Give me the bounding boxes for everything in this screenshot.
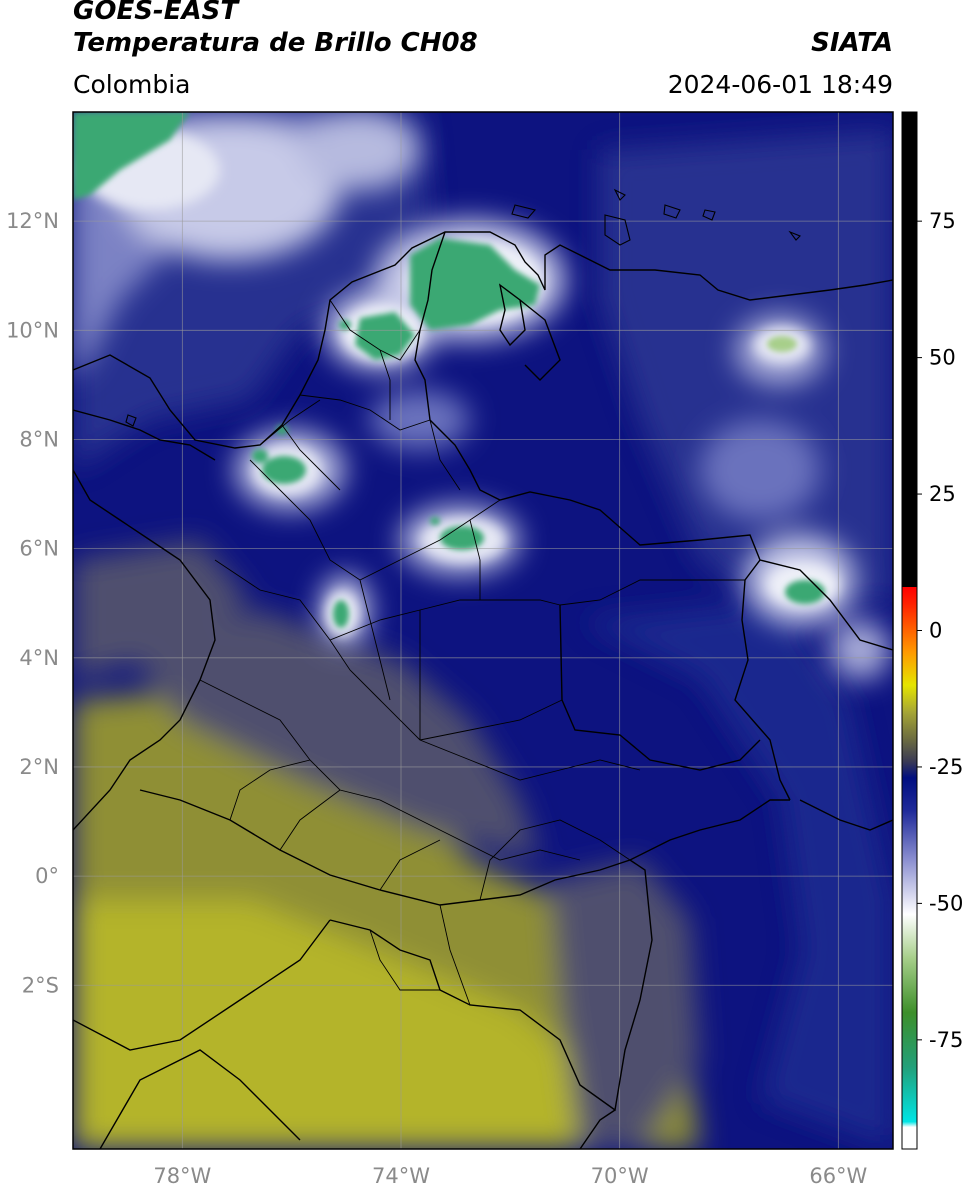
colorbar-tick-label: 25 xyxy=(929,482,956,506)
region-label: Colombia xyxy=(73,70,191,99)
graticule xyxy=(73,112,893,1149)
imagery-layer xyxy=(73,112,893,1149)
lat-tick-label: 8°N xyxy=(19,427,59,451)
colorbar-tick-label: 50 xyxy=(929,346,956,370)
country-borders xyxy=(73,231,893,1149)
map-frame xyxy=(72,111,894,1150)
lon-tick-label: 66°W xyxy=(809,1164,867,1188)
timestamp-label: 2024-06-01 18:49 xyxy=(667,70,893,99)
colorbar: 75 50 25 0 -25 -50 -75 xyxy=(901,111,963,1150)
colorbar-tick-label: -25 xyxy=(929,755,963,779)
lon-tick-label: 70°W xyxy=(591,1164,649,1188)
lat-tick-label: 0° xyxy=(35,864,59,888)
lat-tick-label: 12°N xyxy=(6,209,59,233)
lat-tick-label: 10°N xyxy=(6,318,59,342)
colorbar-tick-label: -75 xyxy=(929,1028,963,1052)
satellite-title: GOES-EAST xyxy=(73,0,239,26)
latitude-labels: 12°N 10°N 8°N 6°N 4°N 2°N 0° 2°S xyxy=(6,209,59,997)
lon-tick-label: 74°W xyxy=(372,1164,430,1188)
lon-tick-label: 78°W xyxy=(153,1164,211,1188)
longitude-labels: 78°W 74°W 70°W 66°W xyxy=(153,1164,867,1188)
colorbar-tick-label: 75 xyxy=(929,209,956,233)
islands xyxy=(125,188,801,427)
lat-tick-label: 2°N xyxy=(19,755,59,779)
organization-label: SIATA xyxy=(811,28,893,58)
lat-tick-label: 2°S xyxy=(22,973,59,997)
lat-tick-label: 4°N xyxy=(19,646,59,670)
lat-tick-label: 6°N xyxy=(19,537,59,561)
colorbar-tick-label: -50 xyxy=(929,891,963,915)
product-title: Temperatura de Brillo CH08 xyxy=(73,28,478,58)
colorbar-tick-label: 0 xyxy=(929,619,942,643)
department-borders xyxy=(199,299,745,1006)
